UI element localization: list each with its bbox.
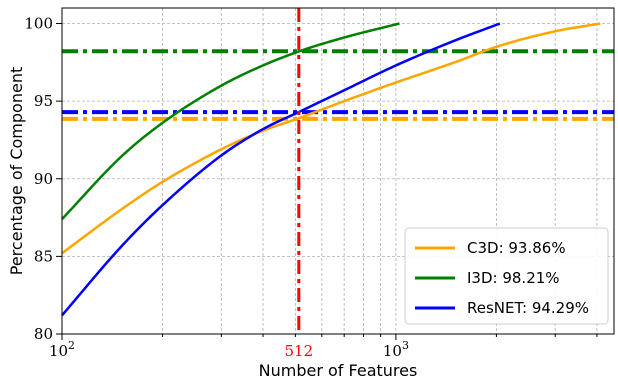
series-line <box>61 22 601 255</box>
legend-entry: I3D: 98.21% <box>467 269 560 287</box>
y-tick-label: 80 <box>34 325 53 343</box>
y-tick-label: 100 <box>24 15 53 33</box>
legend-entry: C3D: 93.86% <box>467 239 566 257</box>
x-axis-label: Number of Features <box>259 361 418 380</box>
grid <box>61 8 614 335</box>
horizontal-reference-lines <box>62 49 614 121</box>
y-tick-label: 85 <box>34 247 53 265</box>
y-tick-label: 95 <box>34 92 53 110</box>
x-tick-label: 103 <box>383 339 409 360</box>
legend-entry: ResNET: 94.29% <box>467 299 589 317</box>
legend-box <box>404 227 609 325</box>
tick-labels: 80 85 90 95 100 102 103 512 <box>24 15 409 360</box>
y-axis-label: Percentage of Component <box>7 67 26 276</box>
series-line <box>61 22 501 317</box>
y-tick-label: 90 <box>34 170 53 188</box>
plot-frame <box>61 7 615 335</box>
x-tick-label: 102 <box>49 339 75 360</box>
legend: C3D: 93.86% I3D: 98.21% ResNET: 94.29% <box>404 227 609 325</box>
series-lines <box>61 22 601 317</box>
axis-ticks <box>56 23 598 340</box>
reference-x-label: 512 <box>285 342 314 360</box>
series-line <box>61 22 400 220</box>
